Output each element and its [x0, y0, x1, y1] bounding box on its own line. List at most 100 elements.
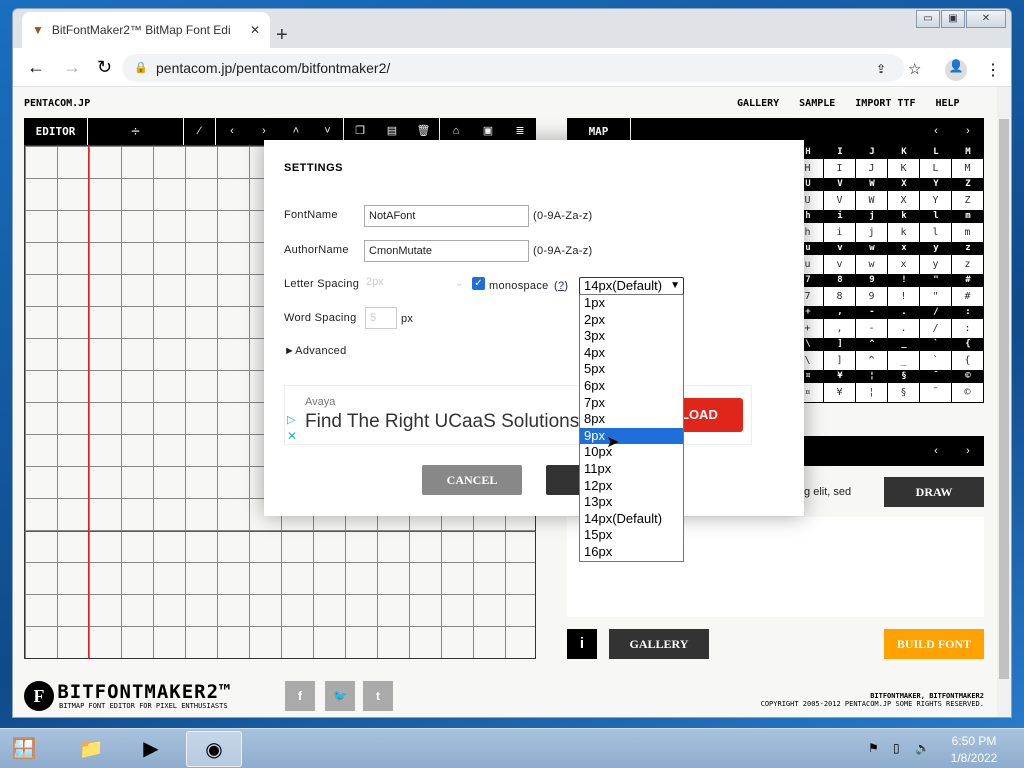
dropdown-option[interactable]: 1px	[584, 295, 605, 310]
map-glyph-cell[interactable]: l	[920, 223, 952, 242]
nav-import-ttf[interactable]: IMPORT TTF	[855, 98, 916, 109]
export-icon[interactable]: ≣	[515, 125, 525, 137]
letter-spacing-select[interactable]: 2px ⌄	[366, 276, 464, 289]
nav-sample[interactable]: SAMPLE	[799, 98, 836, 109]
map-glyph-cell[interactable]: z	[952, 255, 984, 274]
map-glyph-cell[interactable]: §	[888, 383, 920, 402]
dropdown-option[interactable]: 2px	[584, 311, 605, 327]
fontname-input[interactable]	[364, 205, 529, 227]
new-tab-button[interactable]: +	[276, 24, 288, 46]
map-glyph-cell[interactable]: 9	[856, 287, 888, 306]
map-glyph-cell[interactable]: \	[792, 351, 824, 370]
dropdown-option[interactable]: 14px(Default)	[584, 510, 663, 526]
map-glyph-cell[interactable]: 8	[824, 287, 856, 306]
minimize-button[interactable]: ▭	[916, 10, 940, 28]
map-glyph-cell[interactable]: H	[792, 159, 824, 178]
map-glyph-cell[interactable]: I	[824, 159, 856, 178]
site-brand[interactable]: PENTACOM.JP	[24, 98, 91, 109]
chrome-icon[interactable]: ◉	[186, 731, 242, 767]
info-button[interactable]: i	[567, 629, 597, 659]
map-glyph-cell[interactable]: y	[920, 255, 952, 274]
map-glyph-cell[interactable]: W	[856, 191, 888, 210]
map-glyph-cell[interactable]: ¥	[824, 383, 856, 402]
menu-dots-icon[interactable]: ⋮	[985, 62, 1001, 79]
magic-wand-icon[interactable]: ⁄	[184, 118, 216, 145]
ad-close-icon[interactable]: ✕	[287, 429, 298, 443]
chevron-up-icon[interactable]: ˄	[292, 125, 300, 137]
map-glyph-cell[interactable]: #	[952, 287, 984, 306]
media-player-icon[interactable]: ▶	[143, 738, 159, 760]
dropdown-option[interactable]: 12px	[584, 477, 613, 493]
map-glyph-cell[interactable]: L	[920, 159, 952, 178]
map-glyph-cell[interactable]: {	[952, 351, 984, 370]
copy-icon[interactable]: ❐	[355, 125, 365, 137]
trash-icon[interactable]: 🗑	[408, 118, 440, 145]
dropdown-option[interactable]: 7px	[584, 394, 605, 410]
map-glyph-cell[interactable]: ]	[824, 351, 856, 370]
browser-tab[interactable]: ▼ BitFontMaker2™ BitMap Font Edi ✕	[22, 12, 270, 48]
dropdown-option[interactable]: 3px	[584, 328, 605, 344]
map-glyph-cell[interactable]: !	[888, 287, 920, 306]
map-glyph-cell[interactable]: k	[888, 223, 920, 242]
map-prev-icon[interactable]: ‹	[934, 125, 938, 137]
map-glyph-cell[interactable]: `	[920, 351, 952, 370]
back-icon[interactable]: ←	[27, 56, 45, 77]
gallery-button[interactable]: GALLERY	[609, 629, 709, 659]
flag-icon[interactable]: ⚑	[868, 741, 879, 755]
map-glyph-cell[interactable]: ^	[856, 351, 888, 370]
monospace-help[interactable]: (?)	[554, 280, 569, 292]
word-spacing-input[interactable]	[365, 307, 397, 329]
map-glyph-cell[interactable]: X	[888, 191, 920, 210]
preview-text[interactable]: cing elit, sed	[790, 486, 852, 498]
map-glyph-cell[interactable]: /	[920, 319, 952, 338]
map-glyph-cell[interactable]: Z	[952, 191, 984, 210]
chevron-down-icon[interactable]: ˅	[312, 118, 344, 145]
facebook-button[interactable]: f	[285, 681, 315, 711]
map-glyph-cell[interactable]: "	[920, 287, 952, 306]
bookmark-star-icon[interactable]: ☆	[908, 61, 922, 78]
start-button[interactable]: 🪟	[11, 738, 37, 760]
map-glyph-cell[interactable]: 7	[792, 287, 824, 306]
cancel-button[interactable]: CANCEL	[422, 465, 522, 495]
draw-button[interactable]: DRAW	[884, 477, 984, 507]
map-glyph-cell[interactable]: +	[792, 319, 824, 338]
maximize-button[interactable]: ▣	[941, 10, 965, 28]
open-folder-icon[interactable]: ⌂	[452, 125, 460, 137]
chevron-right-icon[interactable]: ›	[262, 125, 266, 137]
map-glyph-cell[interactable]: ,	[824, 319, 856, 338]
map-glyph-cell[interactable]: _	[888, 351, 920, 370]
nav-help[interactable]: HELP	[935, 98, 960, 109]
paste-icon[interactable]: ▤	[386, 125, 398, 137]
map-glyph-cell[interactable]: v	[824, 255, 856, 274]
map-glyph-cell[interactable]: x	[888, 255, 920, 274]
map-glyph-cell[interactable]: J	[856, 159, 888, 178]
dropdown-option[interactable]: 9px	[580, 427, 683, 445]
dropdown-option[interactable]: 8px	[584, 411, 605, 427]
build-font-button[interactable]: BUILD FONT	[884, 629, 984, 659]
map-glyph-cell[interactable]: u	[792, 255, 824, 274]
dropdown-option[interactable]: 5px	[584, 361, 605, 377]
preview-next-icon[interactable]: ›	[966, 445, 970, 457]
map-glyph-cell[interactable]: Y	[920, 191, 952, 210]
map-glyph-cell[interactable]: ©	[952, 383, 984, 402]
tumblr-button[interactable]: t	[363, 681, 393, 711]
map-glyph-cell[interactable]: .	[888, 319, 920, 338]
profile-avatar[interactable]: 👤	[945, 59, 967, 81]
map-glyph-cell[interactable]: -	[856, 319, 888, 338]
map-glyph-cell[interactable]: i	[824, 223, 856, 242]
dropdown-option[interactable]: 11px	[584, 460, 612, 476]
map-glyph-cell[interactable]: ¦	[856, 383, 888, 402]
preview-prev-icon[interactable]: ‹	[934, 445, 938, 457]
scrollbar[interactable]	[997, 87, 1011, 717]
map-glyph-cell[interactable]: h	[792, 223, 824, 242]
map-glyph-cell[interactable]: ¯	[920, 383, 952, 402]
dropdown-option[interactable]: 15px	[584, 527, 613, 543]
map-glyph-cell[interactable]: M	[952, 159, 984, 178]
address-bar[interactable]: pentacom.jp/pentacom/bitfontmaker2/	[122, 54, 904, 82]
volume-icon[interactable]: 🔈	[915, 741, 930, 755]
advanced-toggle[interactable]: ►Advanced	[284, 345, 347, 357]
forward-icon[interactable]: →	[63, 56, 81, 77]
map-next-icon[interactable]: ›	[966, 125, 970, 137]
map-glyph-cell[interactable]: V	[824, 191, 856, 210]
close-tab-icon[interactable]: ✕	[249, 23, 260, 37]
